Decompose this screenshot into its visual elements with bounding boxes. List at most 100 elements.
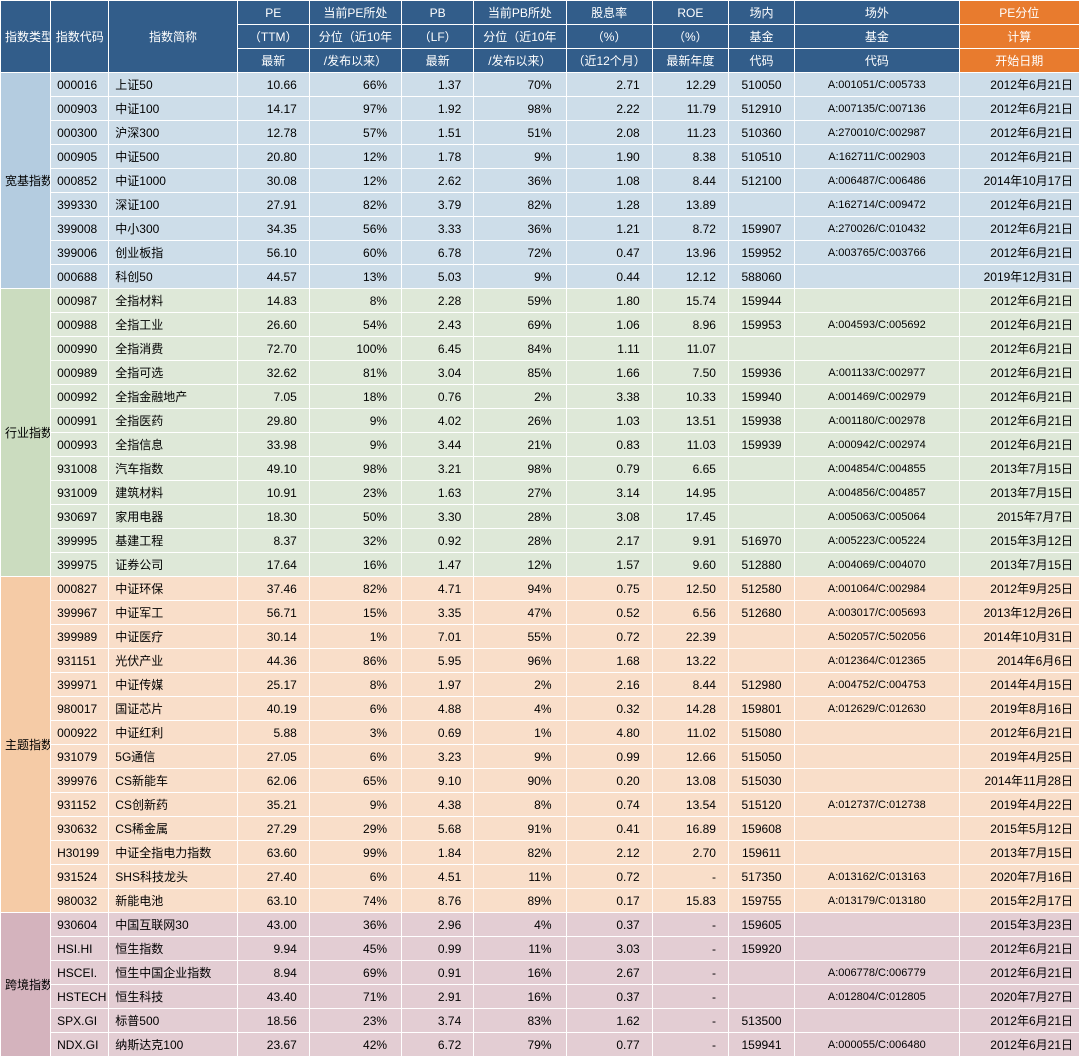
cell: - [652,937,728,961]
cell: A:004752/C:004753 [795,673,959,697]
cell: 0.72 [566,865,652,889]
cell: 汽车指数 [109,457,237,481]
cell: 23% [309,1009,401,1033]
cell: 0.77 [566,1033,652,1057]
cell: 0.99 [402,937,474,961]
table-row: 399995基建工程8.3732%0.9228%2.179.91516970A:… [1,529,1080,553]
cell: 2012年6月21日 [959,721,1079,745]
cell [795,745,959,769]
cell [795,769,959,793]
cell: 27.29 [237,817,309,841]
cell: 45% [309,937,401,961]
table-row: 000905中证50020.8012%1.789%1.908.38510510A… [1,145,1080,169]
col-pb-1: PB [402,1,474,25]
cell: 2015年3月12日 [959,529,1079,553]
cell: 000827 [51,577,109,601]
cell: 512880 [728,553,794,577]
cell: 2.43 [402,313,474,337]
cell: 159944 [728,289,794,313]
cell: 399967 [51,601,109,625]
cell: - [652,913,728,937]
cell: 931524 [51,865,109,889]
cell: 32.62 [237,361,309,385]
cell: 16% [309,553,401,577]
cell: 1.80 [566,289,652,313]
cell: 3.33 [402,217,474,241]
cell: A:000055/C:006480 [795,1033,959,1057]
cell: 159952 [728,241,794,265]
cell: 1.51 [402,121,474,145]
cell: 000993 [51,433,109,457]
cell: A:162711/C:002903 [795,145,959,169]
cell: 2.28 [402,289,474,313]
cell: 0.72 [566,625,652,649]
cell: 2012年6月21日 [959,433,1079,457]
cell: 2012年9月25日 [959,577,1079,601]
cell: 512100 [728,169,794,193]
cell: A:162714/C:009472 [795,193,959,217]
cell: 3.04 [402,361,474,385]
cell: 11.07 [652,337,728,361]
cell: 恒生中国企业指数 [109,961,237,985]
cell: 90% [474,769,566,793]
cell: 36% [474,169,566,193]
cell: 37.46 [237,577,309,601]
cell: 69% [309,961,401,985]
cell: 2015年7月7日 [959,505,1079,529]
cell: 159920 [728,937,794,961]
table-row: 000989全指可选32.6281%3.0485%1.667.50159936A… [1,361,1080,385]
cell: 8.44 [652,673,728,697]
cell: 2019年4月25日 [959,745,1079,769]
cell: 上证50 [109,73,237,97]
category-cell: 行业指数 [1,289,51,577]
cell: HSTECH [51,985,109,1009]
cell: - [652,961,728,985]
category-cell: 跨境指数 [1,913,51,1057]
cell: 2015年5月12日 [959,817,1079,841]
cell: 14.83 [237,289,309,313]
cell: 1.84 [402,841,474,865]
cell: 14.28 [652,697,728,721]
cell: 标普500 [109,1009,237,1033]
cell: 0.17 [566,889,652,913]
cell: 11% [474,937,566,961]
cell: 6.65 [652,457,728,481]
cell: 中证医疗 [109,625,237,649]
cell: 44.57 [237,265,309,289]
cell: 13.96 [652,241,728,265]
cell: 47% [474,601,566,625]
cell: 0.99 [566,745,652,769]
cell: 12.50 [652,577,728,601]
cell: 74% [309,889,401,913]
cell: 9% [474,265,566,289]
cell: 6.45 [402,337,474,361]
table-row: 399006创业板指56.1060%6.7872%0.4713.96159952… [1,241,1080,265]
cell: 光伏产业 [109,649,237,673]
cell: 36% [309,913,401,937]
cell: 71% [309,985,401,1009]
cell: 8% [309,289,401,313]
cell: 8.94 [237,961,309,985]
col-code: 指数代码 [51,1,109,73]
cell: SHS科技龙头 [109,865,237,889]
cell: 588060 [728,265,794,289]
table-row: 980032新能电池63.1074%8.7689%0.1715.83159755… [1,889,1080,913]
cell: 000688 [51,265,109,289]
cell: 2012年6月21日 [959,361,1079,385]
cell: 0.75 [566,577,652,601]
cell: 980032 [51,889,109,913]
col-pbpct-1: 当前PB所处 [474,1,566,25]
cell: 0.20 [566,769,652,793]
cell: 50% [309,505,401,529]
cell: 2012年6月21日 [959,193,1079,217]
cell: A:000942/C:002974 [795,433,959,457]
cell: 基建工程 [109,529,237,553]
cell: 23.67 [237,1033,309,1057]
cell: 深证100 [109,193,237,217]
cell: 12% [309,169,401,193]
cell: 创业板指 [109,241,237,265]
cell: 399995 [51,529,109,553]
cell: 85% [474,361,566,385]
cell: 18.30 [237,505,309,529]
cell: 399975 [51,553,109,577]
